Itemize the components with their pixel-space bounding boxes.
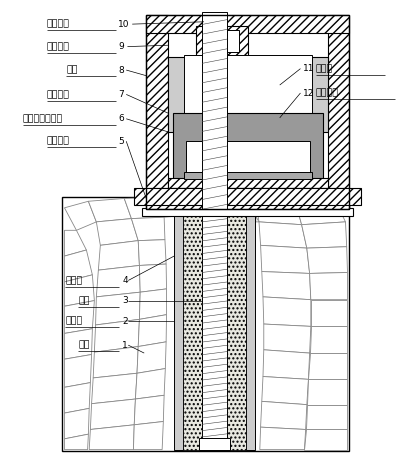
Polygon shape xyxy=(263,350,310,379)
Bar xyxy=(146,15,168,209)
Text: 11: 11 xyxy=(303,64,314,73)
Text: 9: 9 xyxy=(118,42,124,51)
Text: 调控螺母: 调控螺母 xyxy=(316,88,338,97)
Bar xyxy=(183,196,246,450)
Polygon shape xyxy=(259,222,307,248)
Text: 调控垫板: 调控垫板 xyxy=(46,90,70,99)
Polygon shape xyxy=(89,425,134,450)
Polygon shape xyxy=(94,319,140,352)
Polygon shape xyxy=(124,197,164,219)
Bar xyxy=(173,113,323,179)
Text: 外罩: 外罩 xyxy=(66,65,78,75)
Polygon shape xyxy=(137,342,166,373)
Polygon shape xyxy=(262,376,308,405)
Bar xyxy=(146,15,350,33)
Bar xyxy=(168,57,328,132)
Polygon shape xyxy=(262,272,311,300)
Bar xyxy=(202,12,227,209)
Polygon shape xyxy=(92,373,137,404)
Text: 4: 4 xyxy=(122,276,128,285)
Bar xyxy=(146,188,350,209)
Polygon shape xyxy=(96,219,138,245)
Text: 2: 2 xyxy=(122,317,128,326)
Polygon shape xyxy=(256,216,259,222)
Polygon shape xyxy=(306,405,348,430)
Polygon shape xyxy=(260,401,307,430)
Polygon shape xyxy=(256,201,302,225)
Polygon shape xyxy=(304,430,348,450)
Polygon shape xyxy=(134,422,163,450)
Bar xyxy=(168,178,328,188)
Polygon shape xyxy=(260,245,310,274)
Bar xyxy=(246,196,255,450)
Polygon shape xyxy=(64,230,86,256)
Polygon shape xyxy=(263,297,311,326)
Polygon shape xyxy=(140,264,166,292)
Text: 驱动电机: 驱动电机 xyxy=(46,20,70,29)
Polygon shape xyxy=(96,266,140,297)
Polygon shape xyxy=(264,324,311,353)
Polygon shape xyxy=(307,379,348,405)
Polygon shape xyxy=(64,201,96,230)
Polygon shape xyxy=(64,408,89,439)
Bar xyxy=(184,172,312,179)
Text: 锚固垫板: 锚固垫板 xyxy=(46,137,70,146)
Polygon shape xyxy=(64,434,88,450)
Polygon shape xyxy=(308,353,348,379)
Bar xyxy=(134,188,362,204)
Text: 围岩: 围岩 xyxy=(78,341,90,350)
Text: 锚杆: 锚杆 xyxy=(78,296,90,305)
Polygon shape xyxy=(311,300,348,326)
Text: 连接装置: 连接装置 xyxy=(46,42,70,51)
Polygon shape xyxy=(302,222,347,248)
Text: 传动套: 传动套 xyxy=(316,64,333,73)
Polygon shape xyxy=(256,197,296,201)
Polygon shape xyxy=(88,198,132,222)
Bar xyxy=(184,55,312,113)
Text: 填充物: 填充物 xyxy=(65,317,82,326)
Polygon shape xyxy=(132,217,165,241)
Bar xyxy=(142,208,354,216)
Polygon shape xyxy=(64,354,92,387)
Text: 7: 7 xyxy=(118,90,124,99)
Polygon shape xyxy=(93,346,138,378)
Text: 卸压孔: 卸压孔 xyxy=(65,276,82,285)
Bar xyxy=(328,15,350,209)
Polygon shape xyxy=(64,250,92,282)
Text: 3: 3 xyxy=(122,296,128,305)
Polygon shape xyxy=(90,399,136,430)
Text: 12: 12 xyxy=(303,88,314,97)
Polygon shape xyxy=(160,196,175,217)
Bar xyxy=(202,187,227,450)
Text: 8: 8 xyxy=(118,65,124,75)
Bar xyxy=(204,30,239,52)
Bar xyxy=(62,196,350,451)
Polygon shape xyxy=(64,301,94,333)
Polygon shape xyxy=(310,326,348,353)
Polygon shape xyxy=(64,329,92,359)
Polygon shape xyxy=(310,273,348,300)
Bar xyxy=(174,196,183,450)
Polygon shape xyxy=(296,201,346,225)
Text: 10: 10 xyxy=(118,20,130,29)
Polygon shape xyxy=(96,292,140,325)
Polygon shape xyxy=(134,395,164,425)
Polygon shape xyxy=(98,241,140,270)
Polygon shape xyxy=(138,240,166,266)
Bar xyxy=(199,438,230,450)
Polygon shape xyxy=(140,289,166,319)
Text: 1: 1 xyxy=(122,341,128,350)
Bar xyxy=(196,26,248,57)
Polygon shape xyxy=(307,247,348,274)
Polygon shape xyxy=(136,368,165,399)
Polygon shape xyxy=(64,383,90,413)
Polygon shape xyxy=(138,314,166,346)
Text: 5: 5 xyxy=(118,137,124,146)
Bar xyxy=(146,15,350,209)
Text: 6: 6 xyxy=(118,114,124,123)
Bar xyxy=(186,141,310,179)
Polygon shape xyxy=(260,427,306,450)
Polygon shape xyxy=(64,275,94,306)
Text: 环形测力传感器: 环形测力传感器 xyxy=(23,114,63,123)
